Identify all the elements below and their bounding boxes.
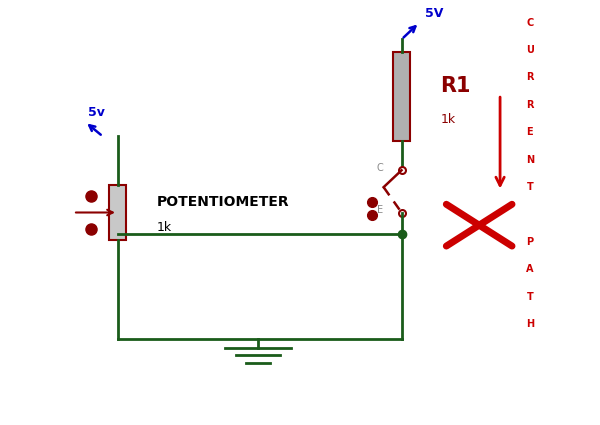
Bar [393, 52, 410, 141]
Text: R1: R1 [440, 76, 471, 96]
Text: E: E [527, 127, 533, 137]
Text: R: R [526, 100, 533, 110]
Text: U: U [526, 45, 534, 55]
Bar [109, 185, 126, 240]
Text: N: N [526, 155, 534, 165]
Text: R: R [526, 72, 533, 82]
Text: T: T [527, 182, 533, 192]
Text: H: H [526, 320, 534, 329]
Text: C: C [526, 17, 533, 28]
Text: POTENTIOMETER: POTENTIOMETER [157, 195, 289, 209]
Text: T: T [527, 292, 533, 302]
Text: A: A [526, 264, 533, 275]
Text: 1k: 1k [440, 113, 455, 126]
Text: 1k: 1k [157, 221, 172, 234]
Text: 5v: 5v [88, 106, 105, 119]
Text: 5V: 5V [425, 7, 444, 20]
Text: E: E [377, 205, 383, 215]
Text: P: P [526, 237, 533, 247]
Text: C: C [377, 163, 383, 173]
